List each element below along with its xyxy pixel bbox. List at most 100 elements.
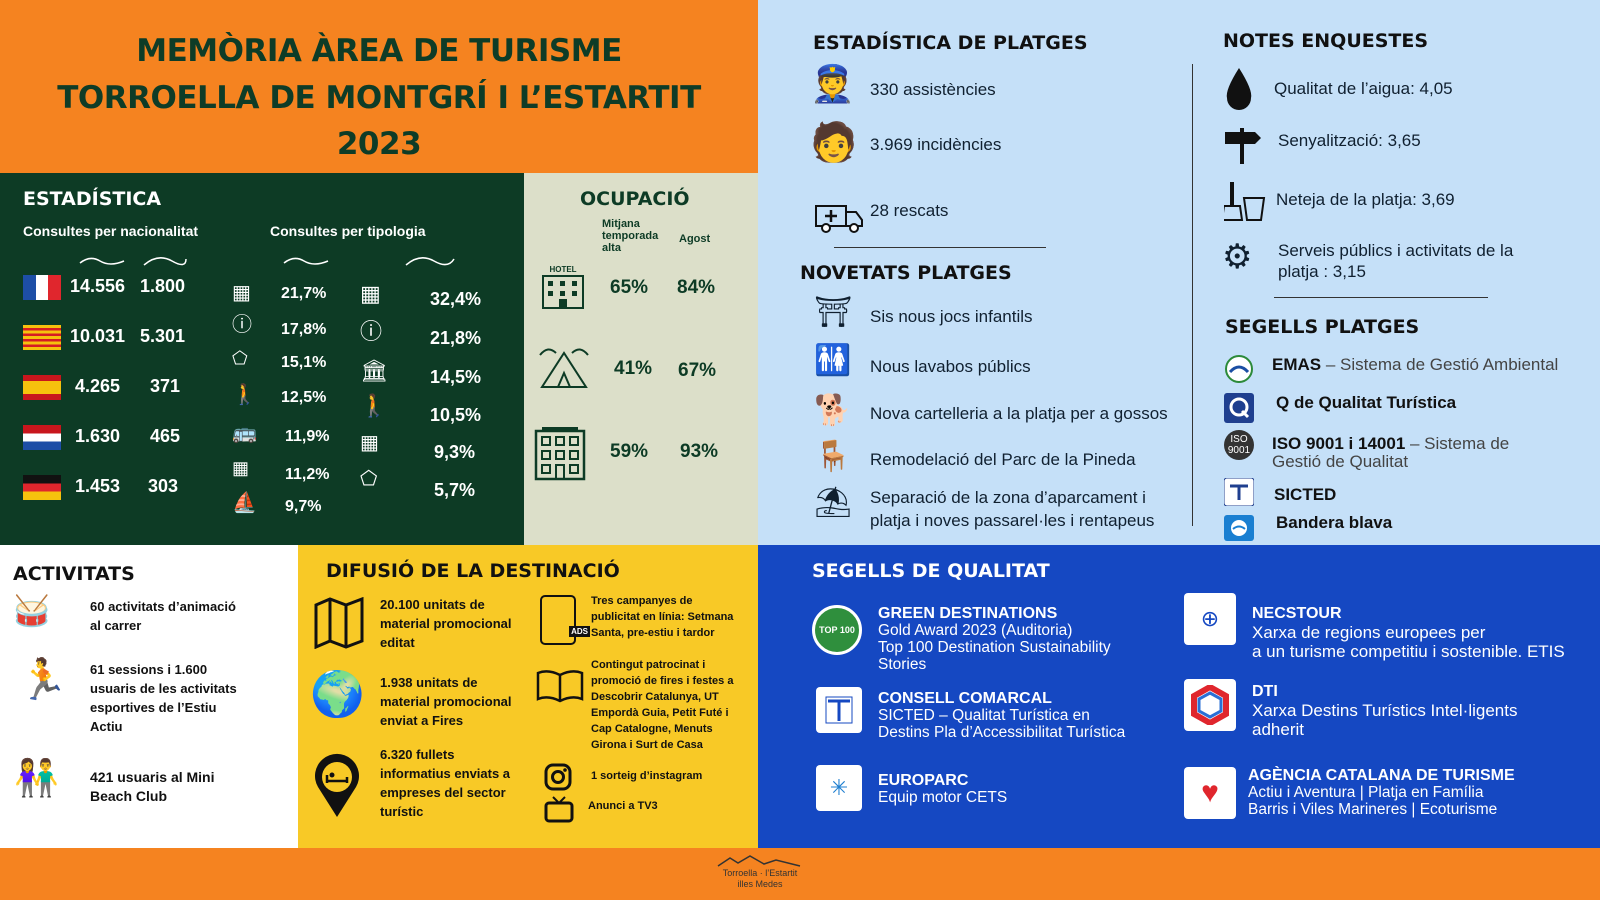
apartment-building-icon (534, 427, 586, 481)
typology-label: Consultes per tipologia (270, 223, 426, 239)
consell-comarcal-logo (816, 687, 862, 733)
germany-flag-icon (23, 475, 61, 500)
activity-line: 421 usuaris al Mini (90, 769, 215, 785)
divider (834, 247, 1046, 248)
hiker-icon: 🚶 (360, 393, 388, 418)
diffusion-line: 6.320 fullets (380, 747, 455, 762)
footer-logo-line: illes Medes (737, 879, 783, 889)
diffusion-line: promoció de fires i festes a (591, 675, 734, 687)
diffusion-panel: DIFUSIÓ DE LA DESTINACIÓ 20.100 unitats … (298, 545, 758, 848)
dog-icon: 🐕 (814, 394, 852, 427)
quality-seal-name: GREEN DESTINATIONS (878, 605, 1058, 622)
nationality-value: 465 (150, 426, 181, 446)
emas-name: EMAS (1272, 355, 1322, 374)
nationality-value: 1.630 (75, 426, 121, 446)
globe-luggage-icon: 🌍 (310, 670, 365, 719)
quality-seal-line: Actiu i Aventura | Platja en Família (1248, 784, 1484, 801)
quality-seal-item: EUROPARC Equip motor CETS (878, 772, 1007, 806)
typology-value: 21,7% (281, 285, 327, 302)
brochure-map-icon (314, 597, 364, 649)
diffusion-line: empreses del sector (380, 785, 506, 800)
diffusion-line: Descobrir Catalunya, UT (591, 691, 719, 703)
emas-seal: EMAS – Sistema de Gestió Ambiental (1272, 355, 1558, 375)
quality-seal-item: AGÈNCIA CATALANA DE TURISME Actiu i Avent… (1248, 767, 1515, 818)
diffusion-item: Tres campanyes de publicitat en línia: Se… (591, 593, 733, 641)
kids-icon: 👫 (14, 757, 59, 798)
statistics-panel: ESTADÍSTICA Consultes per nacionalitat C… (0, 173, 524, 545)
blue-flag-seal: Bandera blava (1276, 513, 1393, 532)
activity-line: Beach Club (90, 788, 168, 804)
europarc-logo: ✳ (816, 765, 862, 811)
lifeguard-icon: 👮 (810, 63, 855, 104)
nationality-value: 5.301 (140, 326, 186, 346)
activity-line: 60 activitats d’animació (90, 599, 236, 614)
diffusion-line: Empordà Guia, Petit Futé i (591, 707, 729, 719)
survey-item: Serveis públics i activitats de la (1278, 241, 1514, 260)
diffusion-item: Contingut patrocinat i promoció de fires … (591, 657, 733, 753)
quality-seal-line: Barris i Viles Marineres | Ecoturisme (1248, 801, 1498, 818)
runner-icon: 🏃 (18, 658, 68, 702)
quality-seal-item: NECSTOUR Xarxa de regions europees per a u… (1252, 603, 1565, 661)
quality-seal-line: Top 100 Destination Sustainability (878, 639, 1111, 656)
city-icon: ▦ (232, 282, 251, 304)
diffusion-item: 1 sorteig d’instagram (591, 770, 703, 782)
quality-seal-name: EUROPARC (878, 772, 969, 789)
typology-value: 9,7% (285, 498, 322, 515)
quality-seal-line: Xarxa de regions europees per (1252, 623, 1486, 642)
typology-value: 11,2% (285, 466, 330, 483)
nationality-value: 10.031 (70, 326, 126, 346)
sailboat-icon: ⛵ (232, 492, 257, 514)
hiker-icon: 🚶 (232, 384, 257, 406)
dti-logo (1184, 679, 1236, 731)
sicted-logo (1224, 478, 1254, 506)
diffusion-line: publicitat en línia: Setmana (591, 611, 734, 623)
iso-logo-text: ISO (1230, 434, 1248, 445)
quality-seal-name: CONSELL COMARCAL (878, 690, 1052, 707)
footer-logo-line: Torroella · l’Estartit (722, 868, 798, 878)
city-icon: ▦ (360, 281, 381, 306)
water-drop-icon (1226, 68, 1252, 110)
location-pin-bed-icon (315, 753, 359, 817)
typology-value: 9,3% (434, 442, 476, 462)
quality-seal-item: CONSELL COMARCAL SICTED – Qualitat Turíst… (878, 690, 1125, 741)
quality-seal-item: GREEN DESTINATIONS Gold Award 2023 (Audit… (878, 605, 1111, 673)
diffusion-item: 20.100 unitats de material promocional edi… (380, 595, 511, 652)
typology-value: 10,5% (430, 405, 482, 425)
quality-seal-name: DTI (1252, 683, 1278, 700)
survey-item: Senyalització: 3,65 (1278, 131, 1421, 150)
quality-seal-line: a un turisme competitiu i sostenible. ET… (1252, 642, 1565, 661)
beach-panel: ESTADÍSTICA DE PLATGES 👮 330 assistèncie… (758, 0, 1600, 545)
hotel-icon: HOTEL (538, 265, 588, 311)
diffusion-line: turístic (380, 804, 424, 819)
info-icon: ⓘ (232, 314, 252, 336)
tv-icon (544, 796, 574, 823)
street-parade-icon: 🥁 (13, 595, 51, 628)
blue-flag-logo (1224, 515, 1254, 541)
phone-ads-icon: ADS (540, 595, 590, 645)
typology-value: 11,9% (285, 428, 330, 445)
quality-seal-line: Equip motor CETS (878, 789, 1008, 806)
map-region-icon: ⬠ (232, 348, 248, 368)
diffusion-heading: DIFUSIÓ DE LA DESTINACIÓ (326, 560, 620, 582)
mountain-logo-icon (717, 855, 801, 867)
diffusion-line: 1.938 unitats de (380, 675, 478, 690)
green-destinations-logo: TOP 100 (812, 605, 862, 655)
survey-item: Neteja de la platja: 3,69 (1276, 190, 1455, 209)
iso-seal: ISO 9001 i 14001 – Sistema de (1272, 434, 1509, 454)
beach-stat-item: 28 rescats (870, 201, 949, 220)
occupancy-value: 65% (610, 277, 649, 298)
iso-logo: ISO 9001 (1224, 430, 1254, 460)
playground-icon: ⛩ (814, 296, 853, 329)
typology-value: 17,8% (281, 321, 327, 338)
occupancy-value: 59% (610, 441, 649, 462)
quality-seal-name: NECSTOUR (1252, 605, 1342, 622)
diffusion-line: material promocional (380, 694, 512, 709)
instagram-icon (544, 763, 572, 791)
beach-umbrella-icon: ⛱ (814, 486, 853, 519)
beach-news-item: Nova cartelleria a la platja per a gosso… (870, 404, 1168, 423)
emas-logo (1225, 355, 1253, 383)
statistics-heading: ESTADÍSTICA (23, 188, 162, 210)
quality-seal-line: Gold Award 2023 (Auditoria) (878, 622, 1073, 639)
typology-value: 32,4% (430, 289, 482, 309)
ads-label: ADS (569, 626, 590, 637)
